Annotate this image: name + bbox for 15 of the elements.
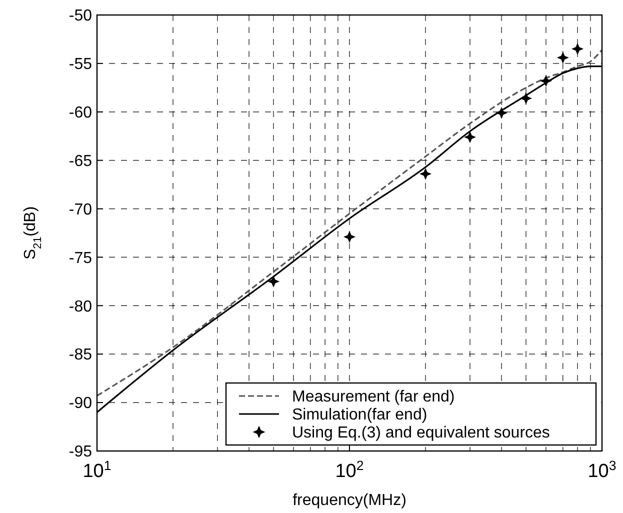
legend-label: Measurement (far end) bbox=[292, 388, 455, 406]
legend-label: Using Eq.(3) and equivalent sources bbox=[292, 424, 550, 442]
y-tick-label: -75 bbox=[68, 250, 92, 267]
x-axis-title: frequency(MHz) bbox=[292, 492, 406, 509]
y-tick-label: -80 bbox=[68, 298, 92, 316]
x-tick-label: 10$^{2}$ bbox=[335, 458, 364, 482]
y-tick-label: -60 bbox=[68, 104, 92, 122]
y-tick-label: -65 bbox=[68, 152, 92, 170]
y-tick-label: -70 bbox=[68, 201, 92, 218]
y-tick-label: -85 bbox=[68, 346, 92, 364]
x-tick-label: 10$^{3}$ bbox=[588, 458, 616, 482]
y-tick-label: -55 bbox=[68, 56, 92, 74]
y-tick-label: -90 bbox=[68, 395, 92, 412]
legend-label: Simulation(far end) bbox=[292, 406, 428, 424]
y-tick-label: -50 bbox=[68, 8, 92, 25]
